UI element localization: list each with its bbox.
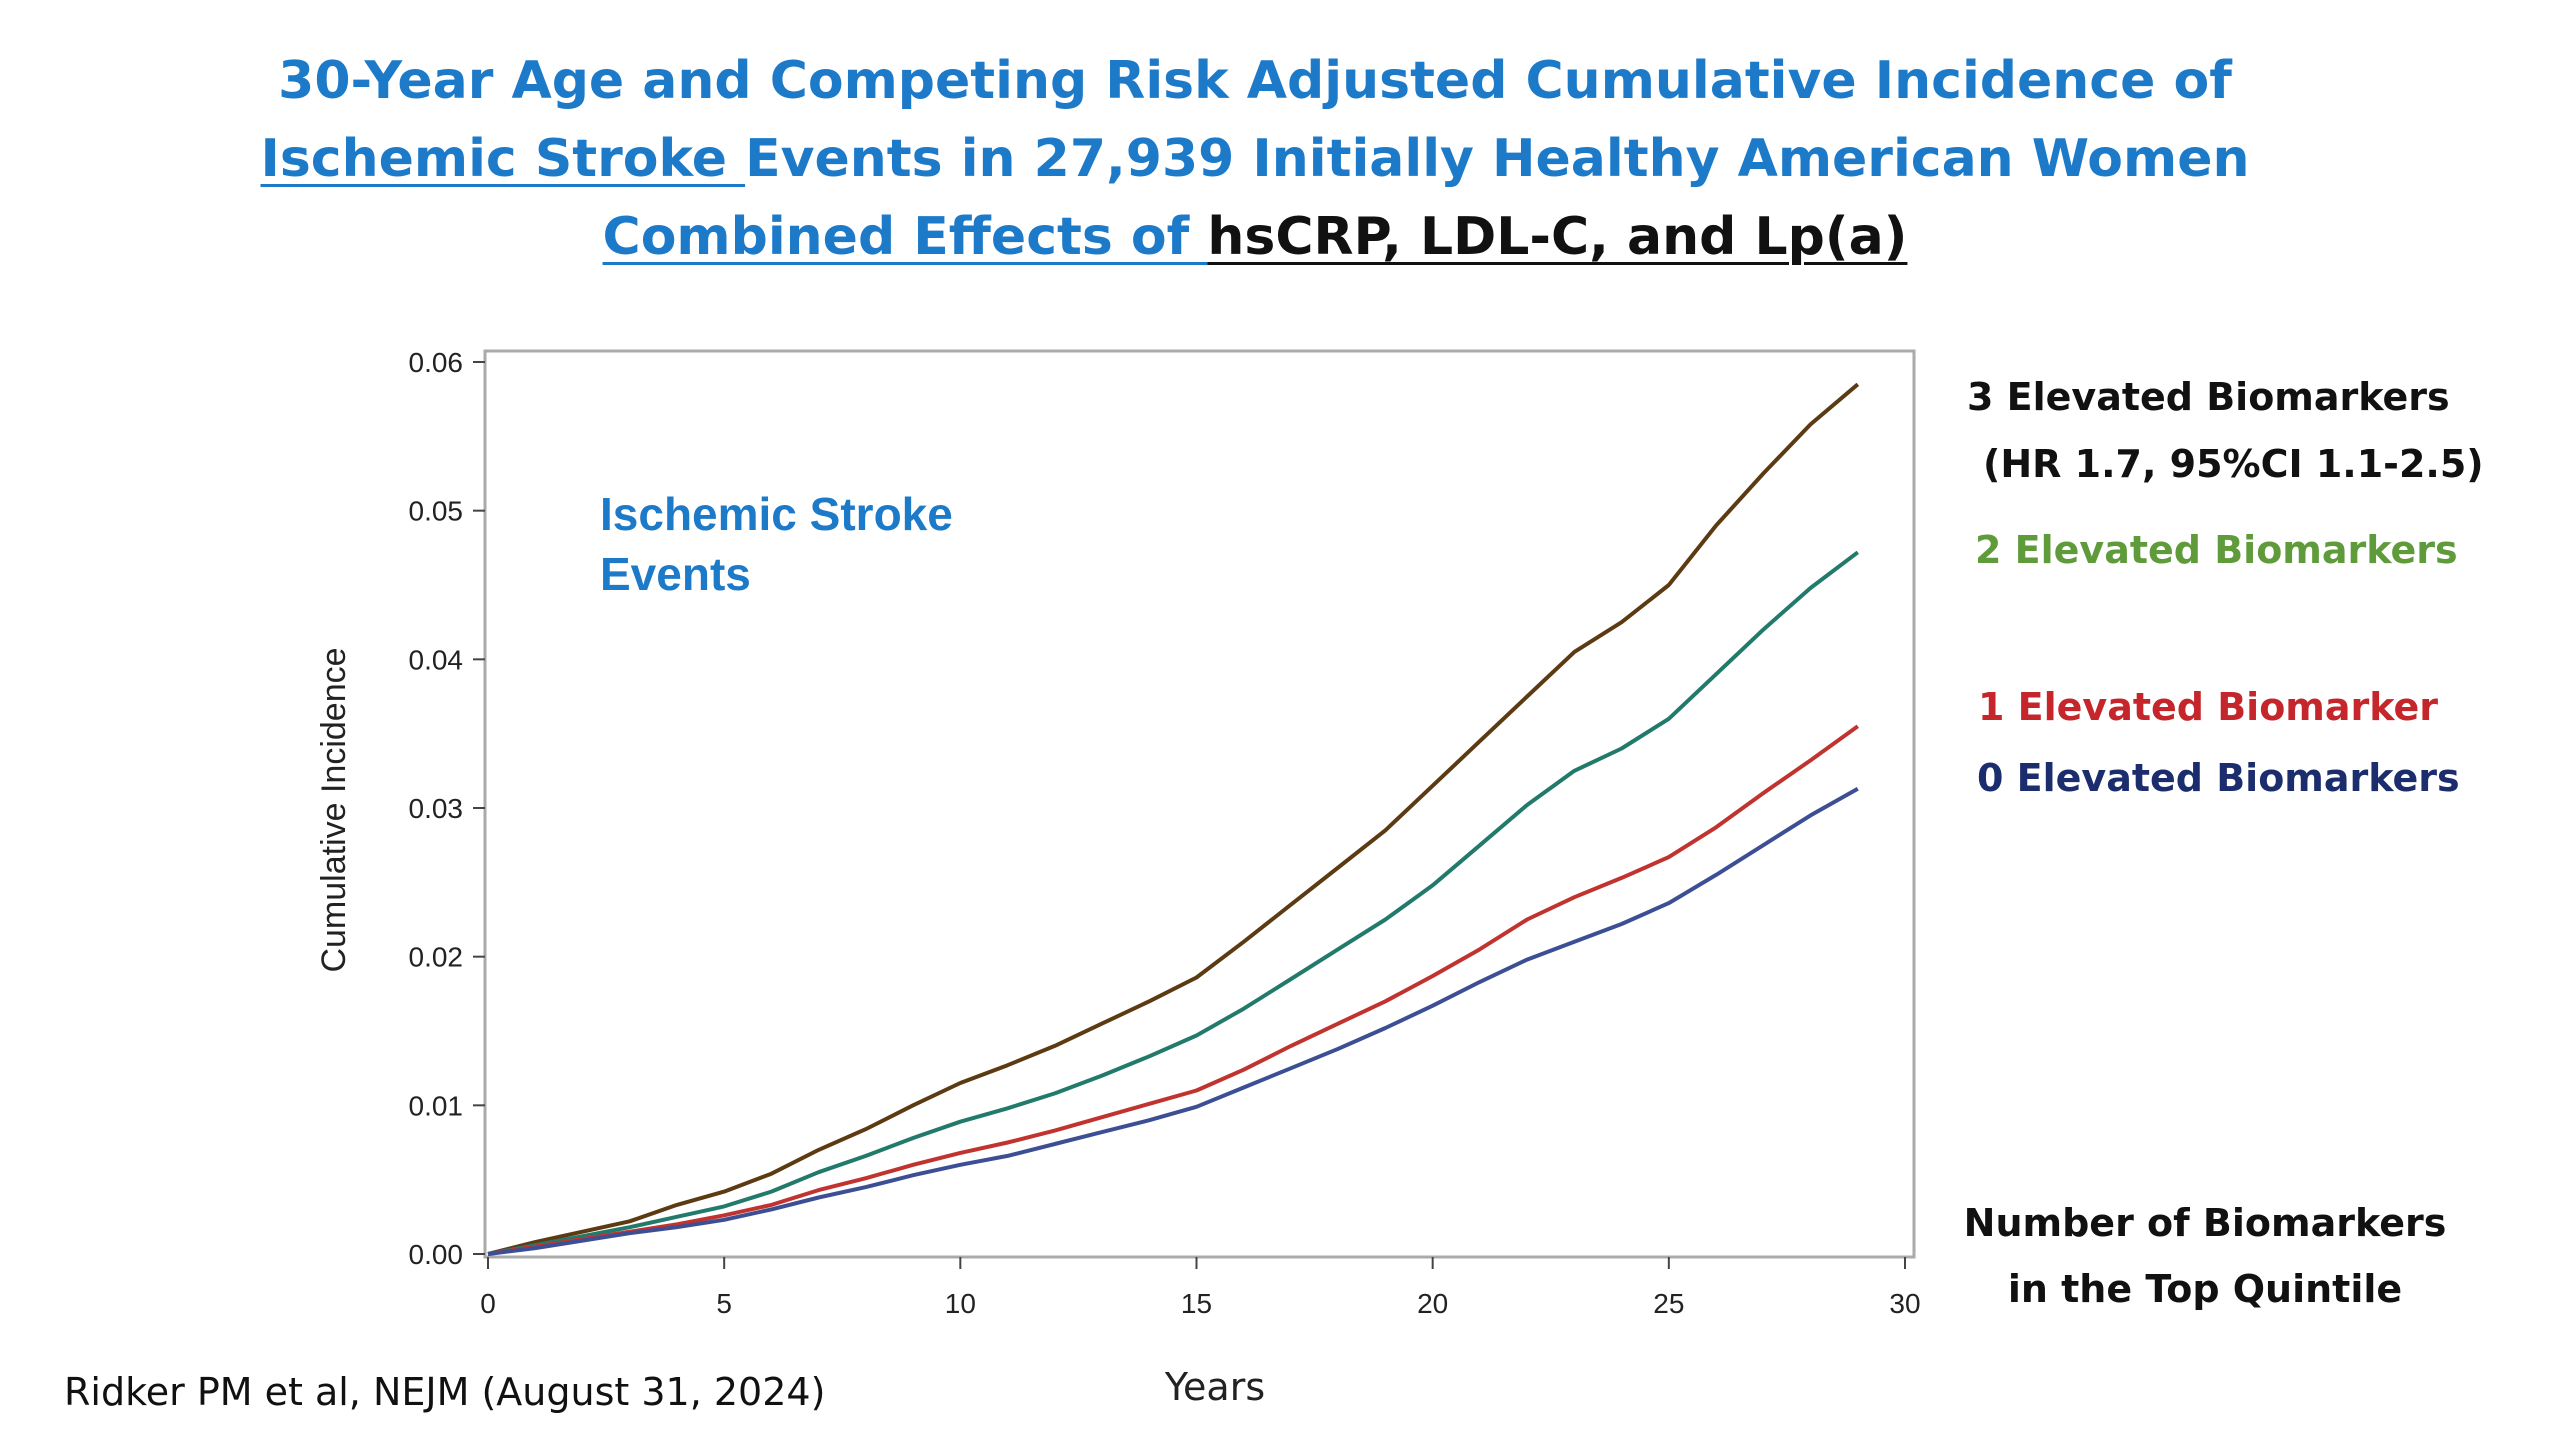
legend-hazard-ratio: (HR 1.7, 95%CI 1.1-2.5) — [1983, 442, 2484, 486]
series-line-1 — [487, 550, 1860, 1256]
series-line-0 — [487, 382, 1860, 1256]
axes: 0 5 10 15 20 25 30 0.00 0.01 0.02 0.03 0.04 0.05 0.06 — [409, 347, 1921, 1319]
legend-item-0-biomarkers: 0 Elevated Biomarkers — [1977, 756, 2460, 800]
legend-item-1-biomarker: 1 Elevated Biomarker — [1978, 685, 2439, 729]
y-tick-label: 0.02 — [409, 942, 464, 973]
series-line-3 — [487, 786, 1859, 1256]
y-tick-label: 0.05 — [409, 496, 464, 527]
y-tick-label: 0.03 — [409, 793, 464, 824]
y-axis-label: Cumulative Incidence — [315, 647, 353, 972]
legend-item-2-biomarkers: 2 Elevated Biomarkers — [1975, 528, 2458, 572]
legend-note-line-2: in the Top Quintile — [2007, 1267, 2403, 1311]
title-biomarkers: hsCRP, LDL-C, and Lp(a) — [1207, 207, 1908, 267]
x-tick-label: 15 — [1181, 1288, 1212, 1319]
x-tick-label: 0 — [480, 1288, 496, 1319]
legend-note-line-1: Number of Biomarkers — [1963, 1201, 2447, 1245]
series-lines — [487, 382, 1860, 1256]
y-tick-label: 0.00 — [409, 1239, 464, 1270]
x-axis-label: Years — [1164, 1365, 1265, 1409]
title-line-3-blue: Combined Effects of — [602, 207, 1208, 267]
chart-annotation-line-1: Ischemic Stroke — [600, 488, 953, 540]
citation: Ridker PM et al, NEJM (August 31, 2024) — [64, 1370, 826, 1414]
x-tick-label: 5 — [716, 1288, 732, 1319]
x-tick-label: 20 — [1417, 1288, 1448, 1319]
title-line-2-rest: Events in 27,939 Initially Healthy Ameri… — [745, 129, 2250, 189]
title-line-1: 30-Year Age and Competing Risk Adjusted … — [278, 51, 2232, 111]
legend-note: Number of Biomarkers in the Top Quintile — [1930, 1190, 2480, 1322]
title-underlined-term: Ischemic Stroke — [260, 129, 746, 189]
title-line-2: Ischemic Stroke Events in 27,939 Initial… — [0, 120, 2510, 198]
x-tick-label: 10 — [945, 1288, 976, 1319]
plot-frame — [483, 349, 1916, 1259]
y-tick-label: 0.04 — [409, 644, 464, 675]
legend-item-3-biomarkers: 3 Elevated Biomarkers — [1967, 375, 2450, 419]
y-tick-label: 0.06 — [409, 347, 464, 378]
y-tick-label: 0.01 — [409, 1090, 464, 1121]
chart-annotation-line-2: Events — [600, 548, 751, 600]
title-line-3: Combined Effects of hsCRP, LDL-C, and Lp… — [0, 198, 2510, 276]
x-tick-label: 25 — [1653, 1288, 1684, 1319]
chart-title: 30-Year Age and Competing Risk Adjusted … — [0, 42, 2510, 276]
x-tick-label: 30 — [1889, 1288, 1920, 1319]
series-line-2 — [487, 724, 1859, 1256]
